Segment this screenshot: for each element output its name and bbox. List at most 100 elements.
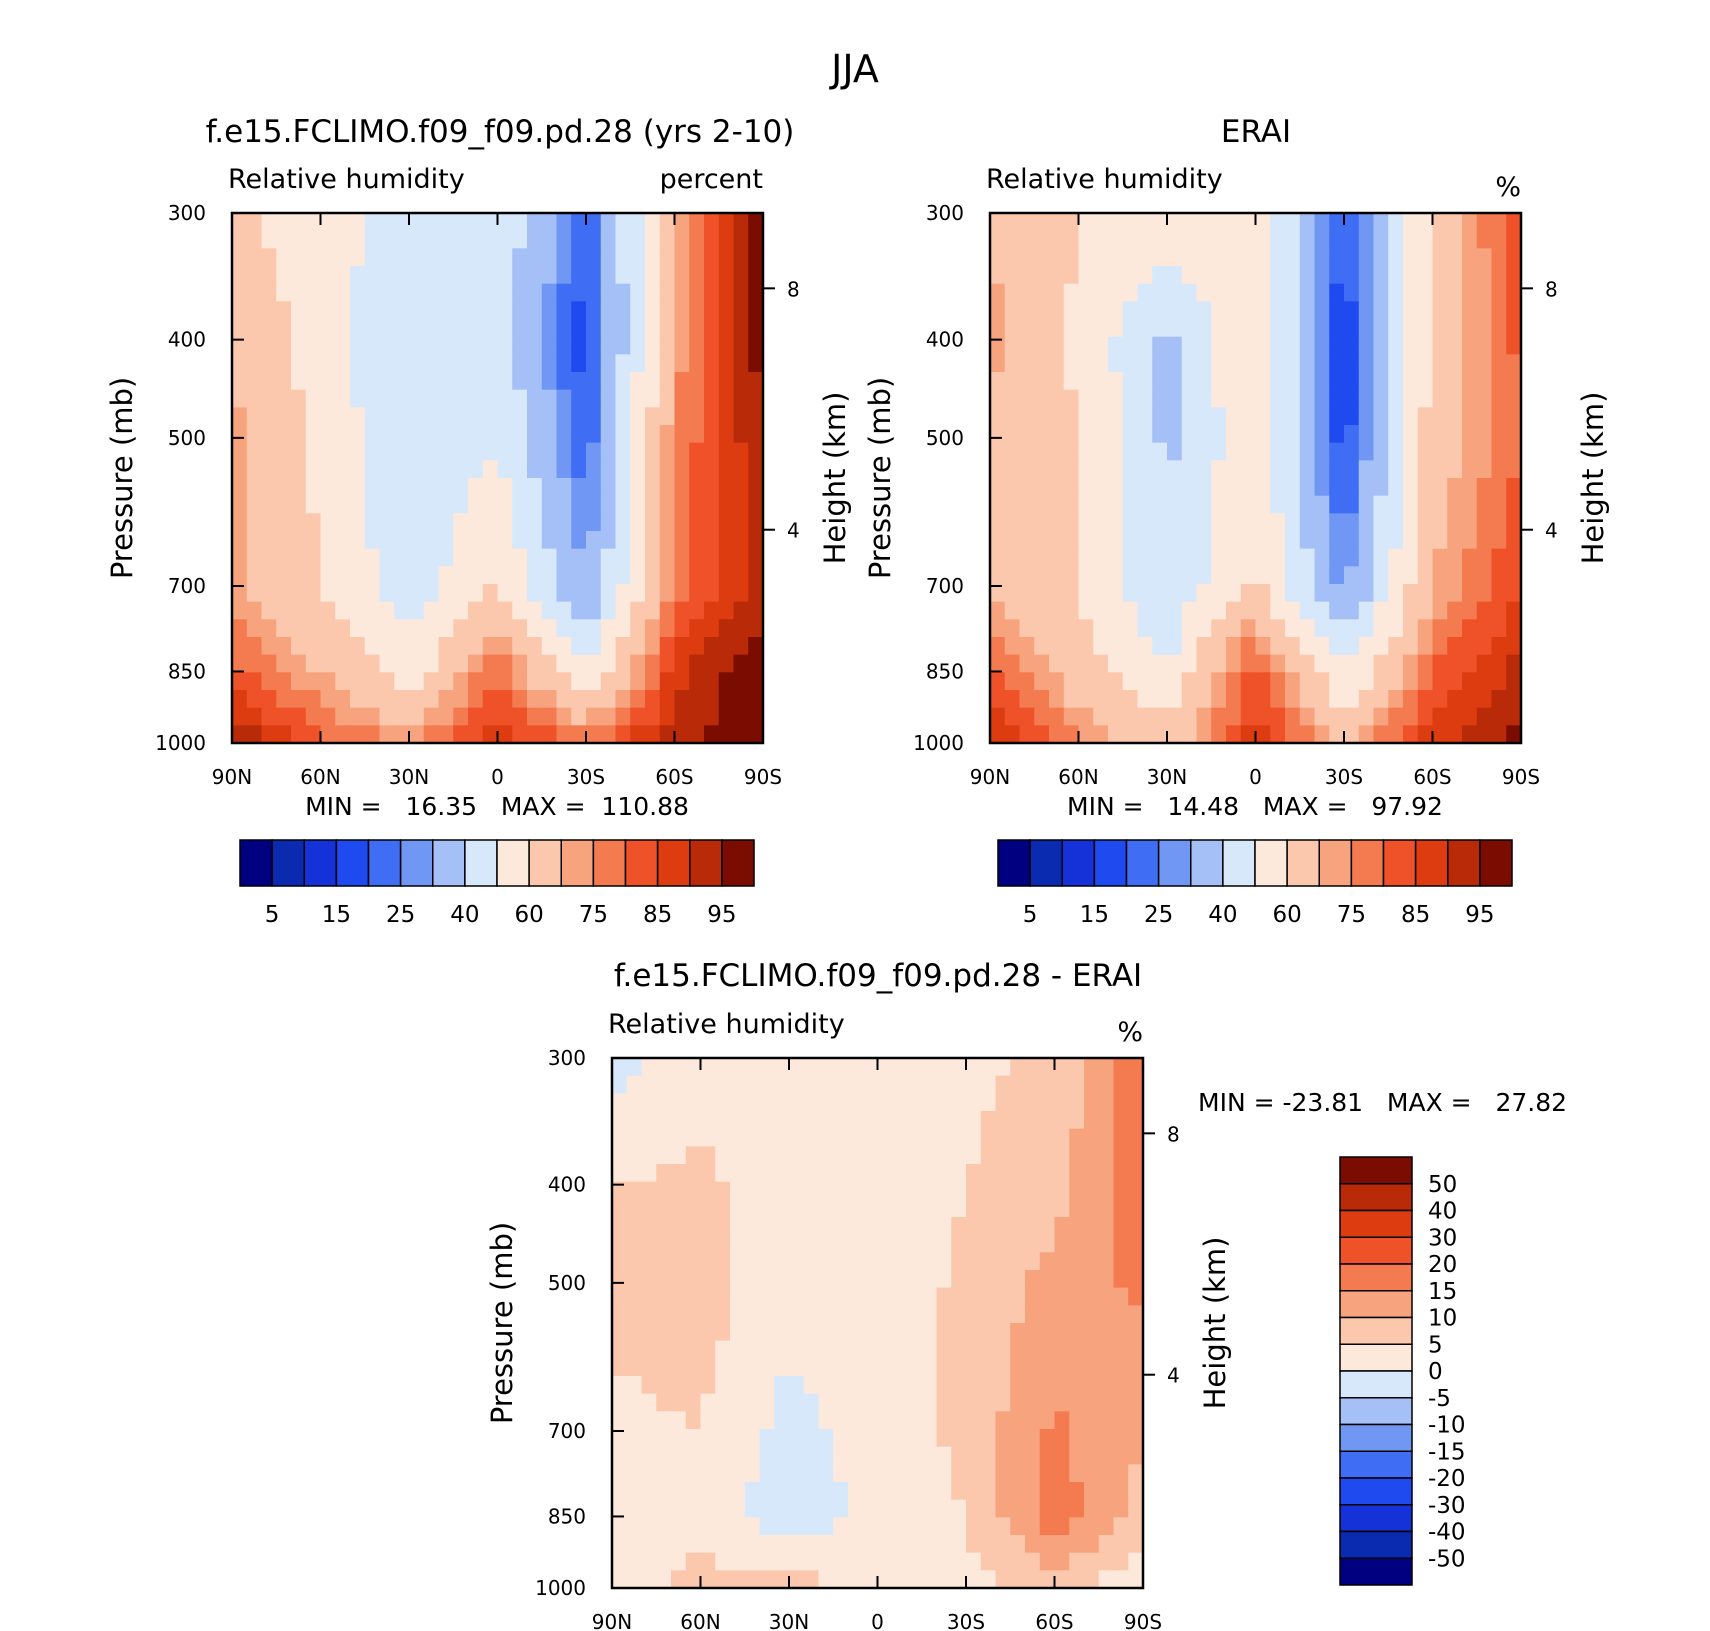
- field-cell: [497, 213, 513, 232]
- field-cell: [1108, 354, 1124, 373]
- field-cell: [674, 601, 690, 620]
- field-cell: [1128, 1535, 1144, 1554]
- field-cell: [246, 619, 263, 638]
- field-cell: [1491, 442, 1507, 461]
- field-cell: [718, 442, 735, 461]
- field-cell: [1285, 495, 1301, 514]
- field-cell: [733, 531, 749, 550]
- field-cell: [350, 531, 366, 550]
- field-cell: [1098, 1517, 1115, 1536]
- field-cell: [995, 1234, 1011, 1253]
- field-cell: [1462, 425, 1478, 444]
- field-cell: [980, 1270, 997, 1289]
- field-cell: [1388, 442, 1404, 461]
- field-cell: [1344, 460, 1360, 479]
- field-cell: [527, 566, 543, 585]
- field-cell: [630, 513, 646, 532]
- field-cell: [685, 1323, 702, 1342]
- field-cell: [1049, 637, 1065, 656]
- field-cell: [1010, 1411, 1026, 1430]
- field-cell: [626, 1128, 643, 1147]
- field-cell: [645, 495, 661, 514]
- colorbar-box: [689, 839, 723, 887]
- field-cell: [892, 1393, 908, 1412]
- field-cell: [1270, 672, 1286, 691]
- field-cell: [1167, 230, 1183, 249]
- field-cell: [641, 1111, 657, 1130]
- field-cell: [1167, 495, 1183, 514]
- field-cell: [626, 1305, 643, 1324]
- field-cell: [951, 1570, 967, 1589]
- field-cell: [246, 690, 263, 709]
- field-cell: [1476, 372, 1493, 391]
- field-cell: [1329, 478, 1345, 497]
- field-cell: [1019, 531, 1035, 550]
- field-cell: [1004, 548, 1021, 567]
- field-cell: [291, 442, 307, 461]
- field-cell: [1403, 372, 1419, 391]
- field-cell: [1476, 230, 1493, 249]
- field-cell: [1167, 654, 1183, 673]
- field-cell: [1093, 601, 1109, 620]
- field-cell: [641, 1093, 657, 1112]
- field-cell: [951, 1305, 967, 1324]
- field-cell: [990, 531, 1006, 550]
- field-cell: [641, 1570, 657, 1589]
- field-cell: [527, 654, 543, 673]
- field-cell: [966, 1464, 982, 1483]
- field-cell: [1181, 283, 1198, 302]
- field-cell: [1226, 442, 1242, 461]
- field-cell: [1137, 690, 1153, 709]
- field-cell: [1181, 725, 1198, 744]
- field-cell: [453, 637, 469, 656]
- field-cell: [626, 1164, 643, 1183]
- field-cell: [320, 584, 336, 603]
- field-cell: [1403, 389, 1419, 408]
- field-cell: [1299, 690, 1316, 709]
- field-cell: [1093, 248, 1109, 267]
- field-cell: [1476, 389, 1493, 408]
- field-cell: [379, 301, 395, 320]
- panel-diff-title: f.e15.FCLIMO.f09_f09.pd.28 - ERAI: [614, 958, 1142, 994]
- field-cell: [1137, 389, 1153, 408]
- field-cell: [1039, 1287, 1056, 1306]
- field-cell: [907, 1358, 923, 1377]
- field-cell: [774, 1128, 790, 1147]
- field-cell: [685, 1376, 702, 1395]
- field-cell: [995, 1111, 1011, 1130]
- field-cell: [1373, 442, 1389, 461]
- field-cell: [350, 389, 366, 408]
- field-cell: [1314, 548, 1330, 567]
- field-cell: [438, 566, 454, 585]
- field-cell: [862, 1058, 879, 1077]
- field-cell: [1270, 725, 1286, 744]
- field-cell: [733, 425, 749, 444]
- field-cell: [674, 637, 690, 656]
- field-cell: [848, 1482, 864, 1501]
- field-cell: [512, 389, 528, 408]
- field-cell: [1152, 548, 1168, 567]
- panel-erai-title: ERAI: [1221, 114, 1291, 150]
- field-cell: [630, 478, 646, 497]
- field-cell: [1403, 495, 1419, 514]
- field-cell: [656, 1499, 672, 1518]
- field-cell: [1285, 248, 1301, 267]
- field-cell: [700, 1535, 716, 1554]
- field-cell: [1344, 531, 1360, 550]
- field-cell: [715, 1058, 731, 1077]
- field-cell: [1039, 1128, 1056, 1147]
- field-cell: [1054, 1164, 1070, 1183]
- field-cell: [1491, 584, 1507, 603]
- field-cell: [1181, 531, 1198, 550]
- field-cell: [951, 1164, 967, 1183]
- field-cell: [615, 283, 631, 302]
- field-cell: [1285, 531, 1301, 550]
- field-cell: [1211, 707, 1227, 726]
- field-cell: [730, 1376, 746, 1395]
- field-cell: [1270, 213, 1286, 232]
- field-cell: [789, 1234, 805, 1253]
- field-cell: [892, 1517, 908, 1536]
- field-cell: [1403, 301, 1419, 320]
- field-cell: [1063, 495, 1080, 514]
- field-cell: [1098, 1552, 1115, 1571]
